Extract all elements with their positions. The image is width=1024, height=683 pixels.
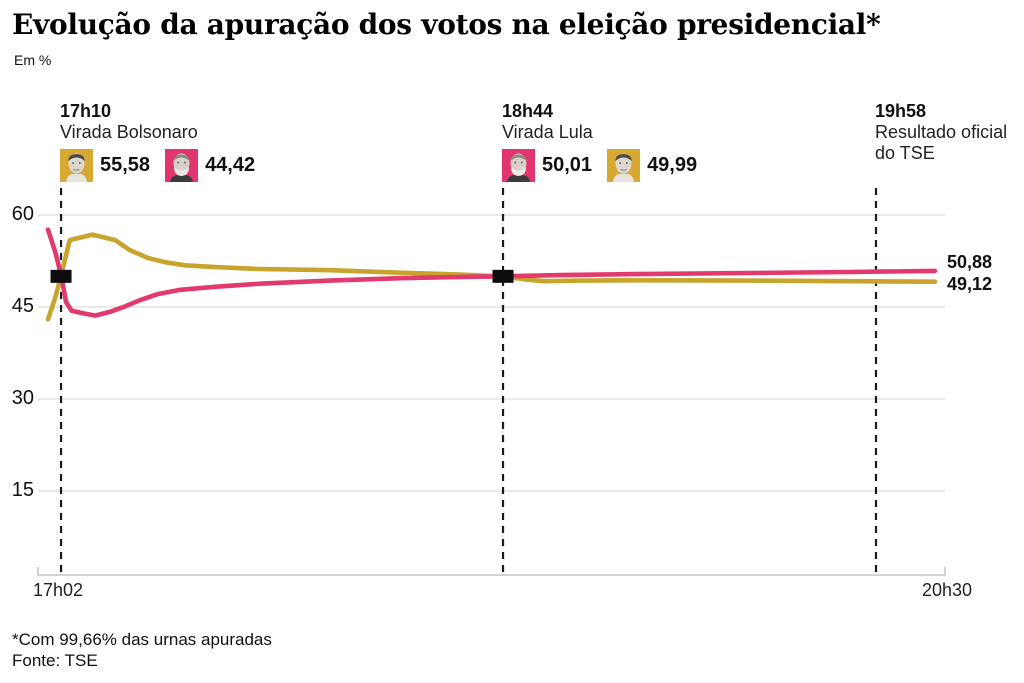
turnover-marker (492, 269, 514, 283)
annotation-values: 50,01 49,99 (502, 149, 712, 182)
bolsonaro-end-value: 49,12 (947, 274, 993, 294)
lula-value: 50,01 (542, 154, 593, 176)
annotation-values: 55,58 44,42 (60, 149, 270, 182)
x-axis-end-label: 20h30 (921, 580, 972, 600)
bolsonaro-value: 49,99 (647, 154, 698, 176)
annotation-virada-bolsonaro: 17h10 Virada Bolsonaro 55,58 (60, 100, 270, 182)
y-axis-tick-label: 60 (11, 203, 34, 226)
y-axis-tick-label: 15 (11, 479, 34, 502)
annotation-label: Resultado oficial do TSE (875, 122, 1008, 163)
bolsonaro-value: 55,58 (100, 154, 151, 176)
y-axis-tick-label: 45 (11, 295, 34, 318)
annotation-time: 17h10 (60, 101, 112, 121)
bolsonaro-avatar (607, 149, 641, 182)
y-axis-tick-label: 30 (11, 387, 34, 410)
lula-value: 44,42 (205, 154, 256, 176)
annotation-label: Virada Bolsonaro (60, 122, 198, 142)
series-line-lula (45, 227, 938, 318)
lula-end-value: 50,88 (947, 252, 993, 272)
source: Fonte: TSE (12, 651, 98, 670)
lula-avatar (165, 149, 199, 182)
x-axis-start-label: 17h02 (33, 580, 84, 600)
unit-label: Em % (14, 52, 52, 68)
annotation-time: 18h44 (502, 101, 554, 121)
bolsonaro-avatar (60, 149, 93, 182)
page-title: Evolução da apuração dos votos na eleiçã… (12, 8, 881, 41)
lula-avatar (502, 149, 535, 182)
annotation-resultado-oficial: 19h58 Resultado oficial do TSE (875, 100, 1015, 164)
annotation-label: Virada Lula (502, 122, 593, 142)
annotation-virada-lula: 18h44 Virada Lula 50,01 (502, 100, 712, 182)
turnover-marker (50, 269, 72, 283)
x-axis-line (37, 567, 946, 576)
annotation-time: 19h58 (875, 101, 927, 121)
footnote: *Com 99,66% das urnas apuradas (12, 630, 272, 649)
series-line-bolsonaro (45, 232, 938, 322)
